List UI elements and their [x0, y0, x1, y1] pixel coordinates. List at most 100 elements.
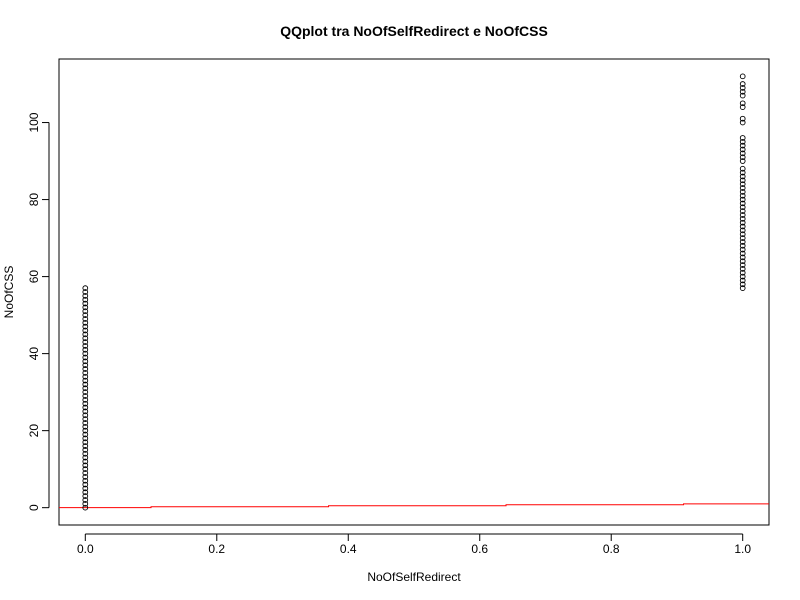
data-point [82, 481, 89, 488]
data-point [739, 119, 746, 126]
data-point [739, 189, 746, 195]
data-point [82, 331, 89, 338]
data-point [82, 504, 89, 511]
data-point [82, 385, 89, 392]
data-point [82, 354, 89, 361]
data-point [739, 212, 746, 218]
y-tick-label: 40 [27, 347, 41, 361]
data-point [82, 423, 89, 430]
data-point [739, 73, 746, 80]
y-tick-label: 80 [27, 193, 41, 207]
data-point [82, 447, 89, 453]
data-point [739, 169, 746, 176]
data-point [739, 146, 746, 153]
data-point [82, 400, 89, 407]
data-point [82, 358, 89, 365]
data-point [82, 381, 89, 388]
data-point [82, 296, 89, 303]
data-point [739, 154, 746, 161]
data-point [739, 92, 746, 99]
plot-frame [58, 58, 770, 526]
data-point [739, 100, 746, 107]
data-point [739, 231, 746, 238]
data-point [82, 500, 89, 507]
data-point [82, 462, 89, 469]
data-point [739, 85, 746, 91]
data-point [82, 346, 89, 353]
data-point [82, 435, 89, 442]
data-point [82, 285, 89, 291]
data-points [82, 73, 746, 511]
data-point [82, 335, 89, 342]
data-point [739, 227, 746, 234]
data-point [739, 165, 746, 172]
x-tick-label: 1.0 [734, 542, 751, 556]
data-point [739, 204, 746, 211]
data-point [82, 485, 89, 492]
data-point [82, 319, 89, 326]
x-axis-label: NoOfSelfRedirect [367, 570, 461, 584]
data-point [739, 235, 746, 241]
data-point [739, 254, 746, 261]
data-point [739, 239, 746, 245]
data-point [82, 450, 89, 457]
reference-line-group [59, 503, 769, 509]
data-point [82, 327, 89, 334]
data-point [82, 289, 89, 295]
data-point [739, 135, 746, 141]
data-point [82, 377, 89, 384]
data-point [739, 242, 746, 249]
x-tick-label: 0.4 [340, 542, 357, 556]
data-point [739, 266, 746, 272]
x-tick-label: 0.0 [77, 542, 94, 556]
data-point [739, 138, 746, 145]
data-point [739, 142, 746, 149]
data-point [82, 431, 89, 438]
data-point [739, 173, 746, 180]
data-point [739, 277, 746, 284]
data-point [82, 393, 89, 399]
data-point [82, 389, 89, 395]
data-point [82, 343, 89, 349]
data-point [82, 497, 89, 503]
data-point [82, 439, 89, 446]
data-point [739, 215, 746, 222]
data-point [82, 373, 89, 380]
data-point [739, 223, 746, 230]
x-tick-label: 0.2 [208, 542, 225, 556]
data-point [739, 219, 746, 226]
x-tick-label: 0.6 [471, 542, 488, 556]
data-point [739, 196, 746, 203]
data-point [82, 293, 89, 299]
data-point [82, 477, 89, 484]
data-point [82, 454, 89, 461]
data-point [739, 200, 746, 207]
data-point [82, 370, 89, 376]
data-point [82, 493, 89, 499]
data-point [739, 281, 746, 288]
data-point [82, 458, 89, 465]
data-point [82, 339, 89, 345]
data-point [739, 115, 746, 122]
data-point [82, 470, 89, 476]
data-point [739, 88, 746, 95]
data-point [82, 366, 89, 372]
data-point [739, 150, 746, 157]
data-point [739, 185, 746, 191]
y-axis-label: NoOfCSS [2, 266, 16, 319]
data-point [739, 262, 746, 268]
data-point [739, 208, 746, 214]
data-point [739, 192, 746, 199]
data-point [82, 308, 89, 315]
reference-line [59, 503, 769, 509]
y-tick-label: 0 [27, 504, 41, 511]
data-point [82, 304, 89, 311]
y-tick-label: 20 [27, 424, 41, 438]
data-point [739, 273, 746, 280]
data-point [739, 177, 746, 184]
data-point [82, 420, 89, 426]
x-tick-label: 0.8 [603, 542, 620, 556]
y-tick-label: 100 [27, 112, 41, 132]
x-axis: 0.0 0.2 0.4 0.6 0.8 1.0 [77, 533, 751, 556]
data-point [82, 350, 89, 357]
